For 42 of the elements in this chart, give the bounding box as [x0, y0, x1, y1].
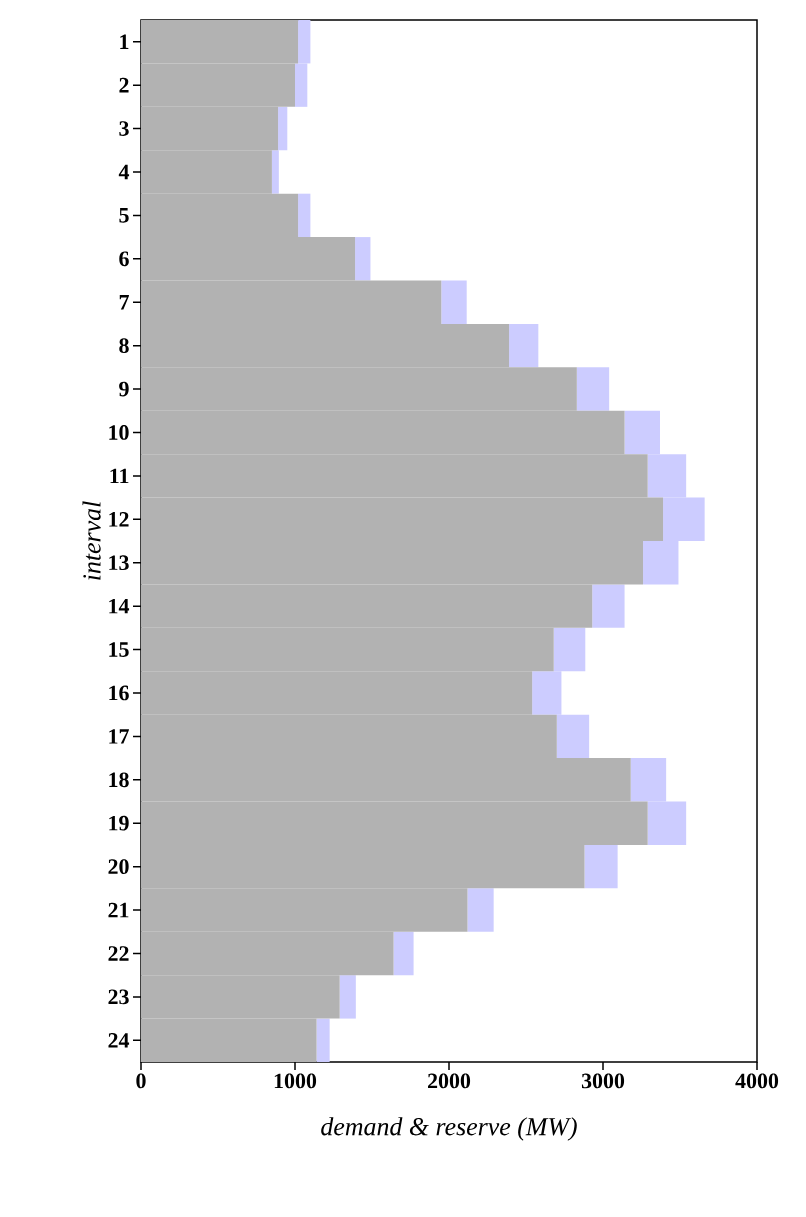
bar [339, 975, 356, 1019]
y-tick-label: 7 [119, 295, 129, 310]
y-axis-title: interval [82, 501, 101, 580]
y-tick-label: 23 [108, 989, 129, 1005]
x-tick-label: 2000 [428, 1073, 471, 1089]
y-tick-label: 4 [118, 164, 130, 180]
y-tick-label: 12 [109, 512, 129, 527]
y-tick-label: 17 [109, 729, 129, 744]
y-tick-label: 13 [109, 555, 129, 571]
bar [298, 193, 311, 238]
y-tick-label: 6 [119, 251, 129, 267]
y-tick-label: 11 [110, 468, 129, 484]
bar [584, 844, 618, 889]
bar [592, 584, 625, 628]
y-tick-label: 10 [109, 425, 129, 440]
y-tick-label: 5 [119, 208, 129, 223]
y-tick-label: 24 [108, 1033, 130, 1048]
x-tick-label: 1000 [274, 1073, 317, 1089]
bar [316, 1018, 330, 1063]
y-tick-label: 18 [109, 772, 129, 788]
y-tick-label: 22 [108, 946, 129, 961]
y-tick-label: 20 [108, 859, 129, 875]
y-tick-label: 19 [109, 815, 129, 831]
y-tick-label: 3 [119, 121, 129, 136]
x-axis-title: demand & reserve (MW) [321, 1117, 577, 1141]
bar [576, 367, 610, 411]
y-tick-label: 9 [119, 381, 129, 397]
bar [509, 323, 539, 368]
x-tick-label: 3000 [581, 1073, 625, 1089]
x-tick-label: 4000 [735, 1073, 779, 1089]
x-tick-label: 0 [136, 1073, 146, 1089]
y-tick-label: 14 [109, 598, 130, 614]
y-tick-label: 2 [119, 77, 129, 93]
y-tick-label: 8 [119, 338, 129, 354]
y-tick-label: 16 [109, 685, 129, 701]
bar [467, 888, 494, 932]
bar [393, 931, 414, 976]
y-tick-label: 21 [108, 902, 129, 918]
bar [441, 280, 467, 324]
y-tick-label: 15 [109, 642, 129, 657]
y-tick-label: 1 [120, 34, 129, 49]
bar [355, 237, 371, 281]
